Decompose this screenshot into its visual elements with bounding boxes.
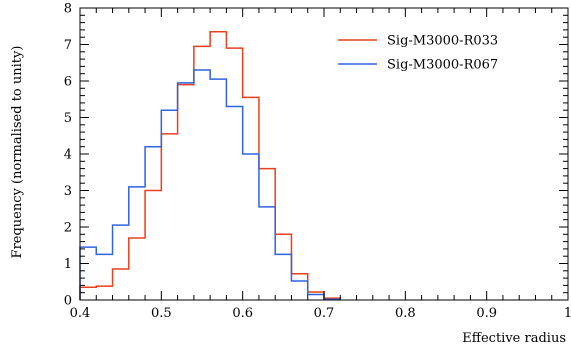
y-tick-label: 7 [64,38,72,53]
x-tick-label: 0.6 [232,306,253,321]
y-tick-label: 3 [64,184,72,199]
x-axis-label: Effective radius [462,331,566,346]
y-tick-label: 6 [64,75,72,90]
x-tick-label: 0.9 [476,306,497,321]
y-tick-label: 0 [64,294,72,309]
y-tick-label: 5 [64,111,72,126]
x-tick-label: 1 [564,306,571,321]
y-tick-label: 2 [64,221,72,236]
legend: Sig-M3000-R033 Sig-M3000-R067 [338,34,498,73]
series-layer [80,32,340,300]
axes-layer [80,8,568,300]
y-tick-label: 8 [64,2,72,17]
x-tick-label: 0.8 [395,306,416,321]
legend-label-1: Sig-M3000-R033 [387,34,498,49]
plot-frame [80,8,568,300]
x-tick-label: 0.5 [151,306,172,321]
y-tick-label: 1 [64,257,72,272]
x-tick-label: 0.7 [314,306,335,321]
y-axis-label: Frequency (normalised to unity) [10,46,25,259]
series-line-2 [80,70,340,300]
legend-label-2: Sig-M3000-R067 [387,58,498,73]
y-tick-label: 4 [64,148,72,163]
x-tick-label: 0.4 [70,306,91,321]
ticks-layer: 0.4 0.5 0.6 0.7 0.8 0.9 1 0 1 2 3 4 5 6 7 8 [64,2,571,322]
